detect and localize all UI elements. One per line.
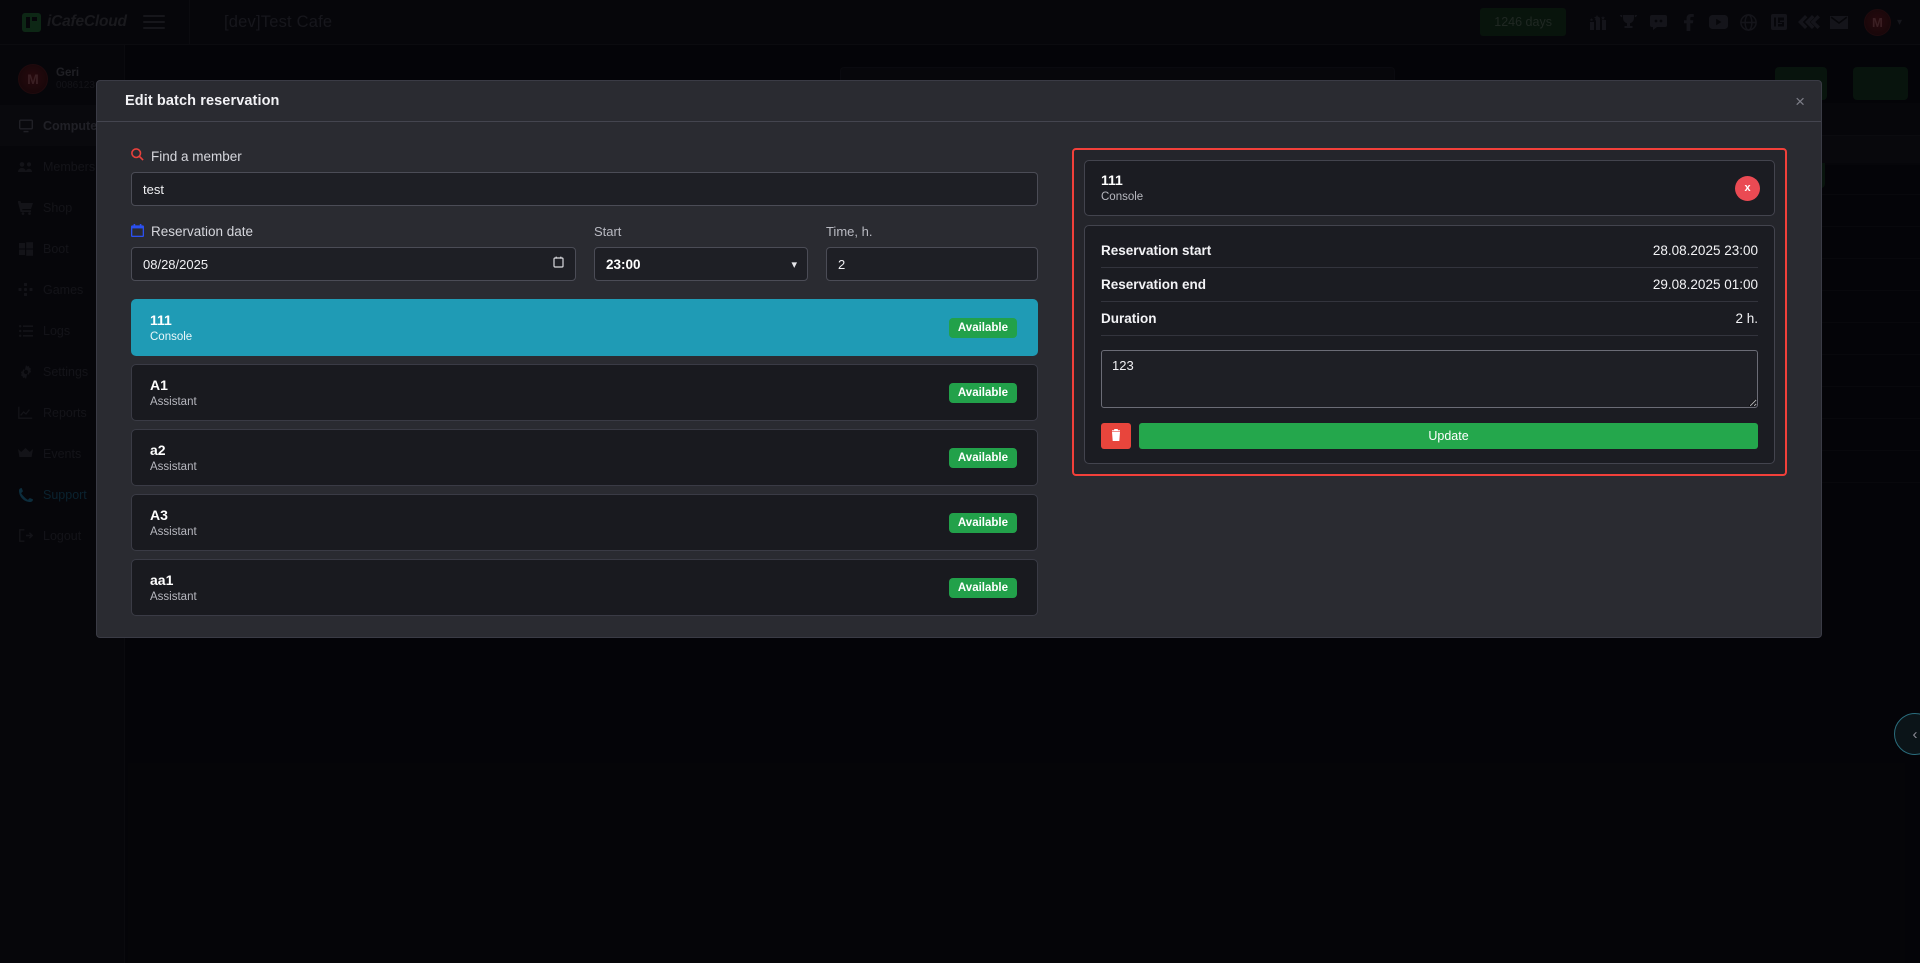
device-list: 111 Console Available A1 Assistant Avail… bbox=[131, 299, 1038, 616]
trash-icon bbox=[1111, 428, 1121, 444]
list-item[interactable]: aa1 Assistant Available bbox=[131, 559, 1038, 616]
selected-device-type: Console bbox=[1101, 191, 1144, 204]
time-hours-input[interactable] bbox=[825, 247, 1038, 281]
start-label: Start bbox=[593, 224, 622, 239]
status-badge: Available bbox=[948, 317, 1017, 338]
device-name: aa1 bbox=[150, 571, 174, 588]
status-badge: Available bbox=[948, 382, 1017, 403]
time-hours-field: Time, h. bbox=[825, 224, 1038, 281]
selected-reservation-panel: 111 Console x Reservation start 28.08.20… bbox=[1072, 148, 1787, 476]
start-select-value: 23:00 bbox=[605, 256, 641, 272]
detail-row-duration: Duration 2 h. bbox=[1101, 302, 1758, 336]
modal-left-column: Find a member Reservation date bbox=[97, 148, 1072, 637]
detail-row-reservation-start: Reservation start 28.08.2025 23:00 bbox=[1101, 234, 1758, 268]
update-button[interactable]: Update bbox=[1139, 423, 1758, 449]
detail-key: Duration bbox=[1101, 311, 1157, 326]
reservation-note-textarea[interactable] bbox=[1101, 350, 1758, 408]
device-type: Assistant bbox=[150, 590, 197, 603]
device-info: aa1 Assistant bbox=[150, 570, 197, 606]
device-type: Assistant bbox=[150, 525, 197, 538]
selected-device-card: 111 Console x bbox=[1084, 160, 1775, 216]
detail-value: 2 h. bbox=[1735, 311, 1758, 326]
list-item[interactable]: A3 Assistant Available bbox=[131, 494, 1038, 551]
reservation-fields-row: Reservation date Start bbox=[131, 224, 1038, 281]
start-field: Start 23:00 ▾ bbox=[593, 224, 808, 281]
status-badge: Available bbox=[948, 447, 1017, 468]
selected-device-name: 111 bbox=[1101, 172, 1123, 189]
reservation-date-input[interactable] bbox=[131, 247, 576, 281]
device-info: A3 Assistant bbox=[150, 505, 197, 541]
modal-body: Find a member Reservation date bbox=[97, 122, 1821, 637]
detail-value: 28.08.2025 23:00 bbox=[1652, 243, 1758, 258]
detail-value: 29.08.2025 01:00 bbox=[1652, 277, 1758, 292]
list-item[interactable]: A1 Assistant Available bbox=[131, 364, 1038, 421]
delete-reservation-button[interactable] bbox=[1101, 423, 1131, 449]
start-select-wrap: 23:00 ▾ bbox=[593, 247, 808, 281]
modal-header: Edit batch reservation × bbox=[97, 81, 1821, 122]
device-type: Assistant bbox=[150, 460, 197, 473]
reservation-details-card: Reservation start 28.08.2025 23:00 Reser… bbox=[1084, 225, 1775, 464]
modal-title: Edit batch reservation bbox=[125, 93, 280, 109]
time-hours-label: Time, h. bbox=[825, 224, 873, 239]
close-icon[interactable]: × bbox=[1795, 91, 1805, 111]
selected-device-info: 111 Console bbox=[1101, 170, 1143, 206]
device-name: a2 bbox=[150, 441, 166, 458]
reservation-date-field: Reservation date bbox=[131, 224, 576, 281]
status-badge: Available bbox=[948, 577, 1017, 598]
edit-batch-reservation-modal: Edit batch reservation × Find a member bbox=[96, 80, 1822, 638]
list-item[interactable]: a2 Assistant Available bbox=[131, 429, 1038, 486]
find-member-input[interactable] bbox=[131, 172, 1038, 206]
detail-key: Reservation end bbox=[1101, 277, 1207, 292]
device-name: A3 bbox=[150, 506, 168, 523]
device-name: 111 bbox=[150, 311, 172, 328]
detail-row-reservation-end: Reservation end 29.08.2025 01:00 bbox=[1101, 268, 1758, 302]
device-info: a2 Assistant bbox=[150, 440, 197, 476]
find-member-label: Find a member bbox=[131, 148, 1038, 164]
calendar-icon bbox=[131, 224, 144, 239]
device-type: Console bbox=[150, 330, 193, 343]
search-icon bbox=[131, 148, 144, 164]
detail-key: Reservation start bbox=[1101, 243, 1212, 258]
device-info: 111 Console bbox=[150, 310, 192, 346]
device-info: A1 Assistant bbox=[150, 375, 197, 411]
reservation-date-label: Reservation date bbox=[131, 224, 576, 239]
modal-right-column: 111 Console x Reservation start 28.08.20… bbox=[1072, 148, 1821, 637]
remove-device-button[interactable]: x bbox=[1735, 175, 1760, 201]
reservation-date-input-wrap bbox=[131, 247, 576, 281]
reservation-date-label-text: Reservation date bbox=[151, 224, 254, 239]
reservation-actions: Update bbox=[1101, 423, 1758, 449]
list-item[interactable]: 111 Console Available bbox=[131, 299, 1038, 356]
device-name: A1 bbox=[150, 376, 168, 393]
start-select[interactable]: 23:00 bbox=[593, 247, 808, 281]
device-type: Assistant bbox=[150, 395, 197, 408]
find-member-label-text: Find a member bbox=[151, 148, 242, 164]
status-badge: Available bbox=[948, 512, 1017, 533]
